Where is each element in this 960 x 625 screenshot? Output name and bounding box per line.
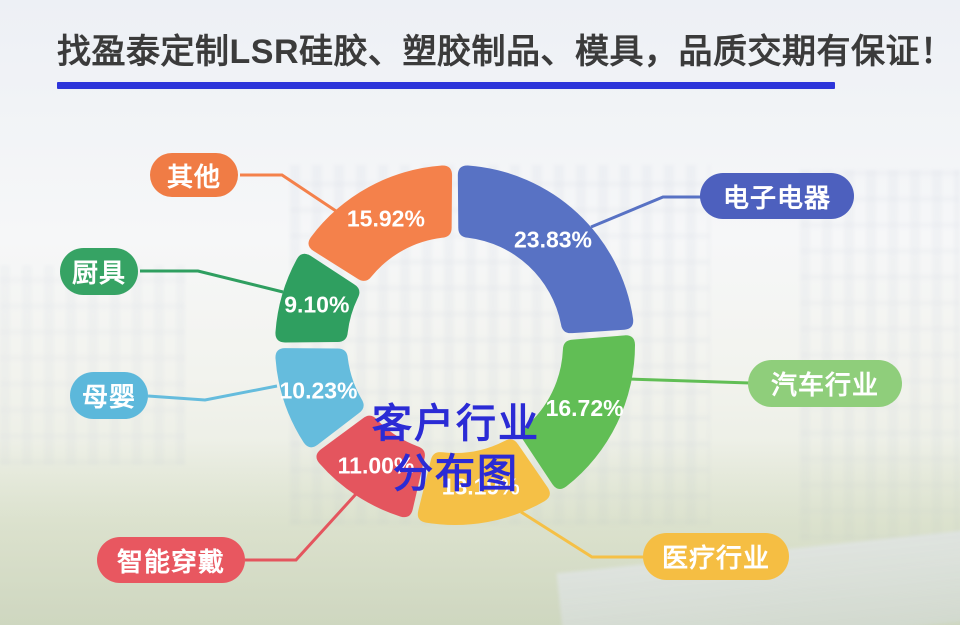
callout-line-wearables (245, 492, 358, 562)
label-pill-automotive: 汽车行业 (748, 360, 902, 407)
label-pill-maternal: 母婴 (70, 372, 148, 419)
donut-segment-kitchenware (275, 253, 360, 343)
segment-percent-kitchenware: 9.10% (284, 292, 349, 318)
label-pill-others: 其他 (150, 153, 238, 197)
donut-segment-maternal (275, 348, 364, 448)
page-title: 找盈泰定制LSR硅胶、塑胶制品、模具，品质交期有保证！ (57, 33, 955, 71)
label-pill-kitchenware: 厨具 (60, 248, 138, 295)
segment-percent-medical: 13.19% (442, 474, 520, 500)
label-pill-medical: 医疗行业 (643, 533, 789, 580)
chart-center-title-line2: 分布图 (393, 452, 519, 496)
donut-segment-automotive (521, 335, 636, 490)
donut-chart: 23.83% 16.72% 13.19% 11.00% 10.23% 9.10% 15.92… (0, 100, 960, 625)
segment-percent-electronics: 23.83% (514, 227, 592, 253)
callout-line-automotive (627, 377, 751, 385)
title-underline (57, 82, 835, 89)
callout-line-others (240, 173, 337, 213)
donut-segment-electronics (457, 165, 634, 334)
donut-segment-wearables (316, 415, 425, 518)
segment-percent-automotive: 16.72% (546, 395, 624, 421)
callout-line-maternal (147, 384, 278, 402)
label-pill-wearables: 智能穿戴 (97, 537, 245, 583)
segment-percent-wearables: 11.00% (338, 452, 415, 478)
donut-svg: 23.83% 16.72% 13.19% 11.00% 10.23% 9.10% 15.92… (140, 165, 751, 562)
donut-segment-medical (417, 439, 550, 525)
chart-center-title-line1: 客户行业 (372, 402, 540, 446)
header: 找盈泰定制LSR硅胶、塑胶制品、模具，品质交期有保证！ (57, 30, 955, 89)
donut-segment-others (308, 165, 453, 281)
segment-percent-maternal: 10.23% (279, 378, 357, 404)
segment-percent-others: 15.92% (347, 206, 425, 232)
callout-line-medical (520, 510, 644, 559)
label-pill-electronics: 电子电器 (700, 173, 854, 219)
callout-line-electronics (590, 195, 702, 229)
callout-line-kitchenware (140, 269, 284, 294)
chart-center-title: 客户行业 分布图 (372, 399, 540, 499)
